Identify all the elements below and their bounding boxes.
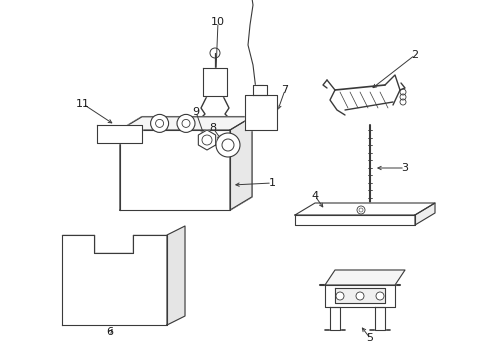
Polygon shape — [325, 270, 404, 285]
Polygon shape — [203, 68, 226, 96]
Polygon shape — [167, 226, 184, 325]
Text: 11: 11 — [76, 99, 90, 109]
Text: 4: 4 — [311, 191, 318, 201]
Polygon shape — [252, 85, 266, 95]
Text: 6: 6 — [106, 327, 113, 337]
Text: 3: 3 — [401, 163, 407, 173]
Circle shape — [182, 120, 190, 127]
Polygon shape — [329, 307, 339, 330]
Polygon shape — [244, 95, 276, 130]
Circle shape — [177, 114, 195, 132]
Polygon shape — [62, 235, 167, 325]
Text: 7: 7 — [281, 85, 288, 95]
Polygon shape — [374, 307, 384, 330]
Circle shape — [355, 292, 363, 300]
Text: 9: 9 — [192, 107, 199, 117]
Circle shape — [335, 292, 343, 300]
Polygon shape — [120, 130, 229, 210]
Circle shape — [216, 133, 240, 157]
Polygon shape — [294, 203, 434, 215]
Polygon shape — [120, 117, 251, 130]
Text: 1: 1 — [268, 178, 275, 188]
Polygon shape — [414, 203, 434, 225]
Circle shape — [375, 292, 383, 300]
Circle shape — [358, 208, 362, 212]
Circle shape — [222, 139, 234, 151]
Polygon shape — [198, 130, 215, 150]
Polygon shape — [97, 125, 142, 143]
Circle shape — [356, 206, 364, 214]
Polygon shape — [229, 117, 251, 210]
Circle shape — [150, 114, 168, 132]
Polygon shape — [334, 288, 384, 303]
Polygon shape — [294, 215, 414, 225]
Polygon shape — [325, 285, 394, 307]
Text: 5: 5 — [366, 333, 373, 343]
Text: 2: 2 — [410, 50, 418, 60]
Text: 10: 10 — [210, 17, 224, 27]
Circle shape — [155, 120, 163, 127]
Text: 8: 8 — [209, 123, 216, 133]
